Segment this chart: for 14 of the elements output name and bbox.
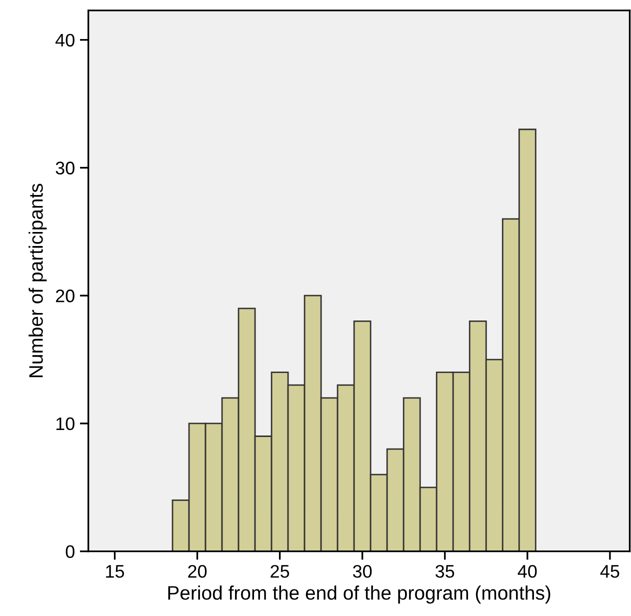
x-tick-label: 25 (270, 564, 290, 578)
x-axis-title: Period from the end of the program (months) (168, 586, 550, 604)
x-tick-label: 15 (106, 565, 124, 578)
y-tick-label: 10 (56, 417, 74, 430)
x-tick-label: 45 (600, 565, 620, 578)
x-tick-label: 35 (436, 564, 454, 578)
x-tick-label: 30 (352, 564, 372, 578)
y-tick-label: 20 (56, 290, 74, 302)
y-axis-title: Number of participants (28, 184, 47, 378)
x-tick-label: 20 (188, 564, 207, 578)
y-tick-label: 0 (66, 545, 74, 558)
y-tick-label: 40 (55, 34, 74, 47)
y-tick-label: 30 (56, 162, 74, 174)
x-tick-label: 40 (518, 564, 537, 578)
